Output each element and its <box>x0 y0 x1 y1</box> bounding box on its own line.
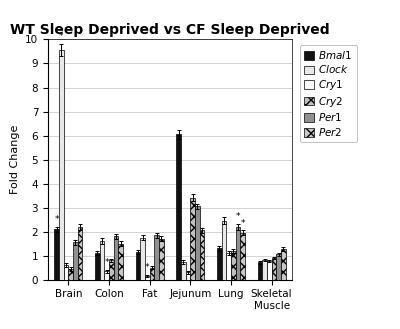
Bar <box>200 230 204 280</box>
Text: *: * <box>54 215 59 224</box>
Bar <box>262 260 267 280</box>
Text: *: * <box>145 263 150 272</box>
Bar <box>95 253 100 280</box>
Bar <box>150 268 154 280</box>
Bar <box>186 272 190 280</box>
Bar <box>258 262 262 280</box>
Bar <box>68 269 73 280</box>
Text: *: * <box>236 212 240 221</box>
Bar <box>272 258 276 280</box>
Bar <box>73 242 78 280</box>
Bar <box>276 254 281 280</box>
Bar <box>118 243 123 280</box>
Bar <box>222 221 226 280</box>
Bar <box>176 134 181 280</box>
Bar <box>226 253 231 280</box>
Bar <box>54 229 59 280</box>
Bar <box>100 241 104 280</box>
Bar <box>140 238 145 280</box>
Title: WT Sleep Deprived vs CF Sleep Deprived: WT Sleep Deprived vs CF Sleep Deprived <box>10 23 330 37</box>
Text: *: * <box>59 32 64 41</box>
Bar <box>267 261 272 280</box>
Bar <box>159 239 164 280</box>
Bar <box>190 197 195 280</box>
Bar <box>64 265 68 280</box>
Bar <box>154 235 159 280</box>
Bar <box>195 206 200 280</box>
Bar <box>109 261 114 280</box>
Y-axis label: Fold Change: Fold Change <box>10 125 20 194</box>
Bar <box>181 262 186 280</box>
Bar <box>236 227 240 280</box>
Bar <box>114 237 118 280</box>
Bar <box>78 227 82 280</box>
Bar <box>59 50 64 280</box>
Bar <box>145 276 150 280</box>
Text: *: * <box>104 258 109 267</box>
Bar <box>240 233 245 280</box>
Bar <box>231 251 236 280</box>
Bar <box>217 248 222 280</box>
Bar <box>281 249 286 280</box>
Legend: $\it{Bmal1}$, $\it{Clock}$, $\it{Cry1}$, $\it{Cry2}$, $\it{Per1}$, $\it{Per2}$: $\it{Bmal1}$, $\it{Clock}$, $\it{Cry1}$,… <box>300 45 357 142</box>
Text: *: * <box>240 218 245 228</box>
Bar <box>104 271 109 280</box>
Bar <box>136 252 140 280</box>
